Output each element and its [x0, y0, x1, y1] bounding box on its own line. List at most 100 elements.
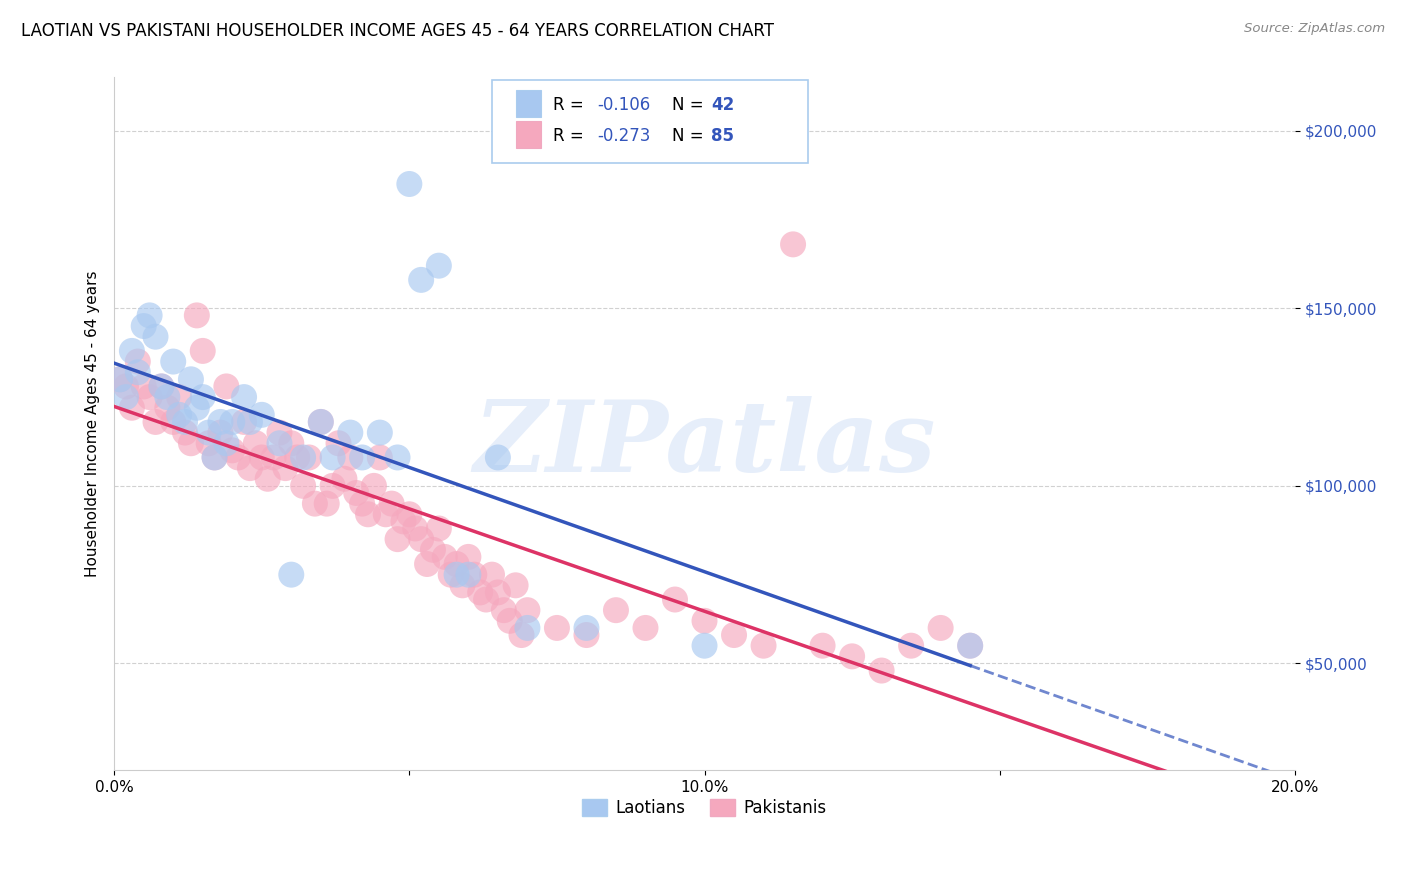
Point [352, 450, 374, 465]
Point [693, 639, 716, 653]
Point [280, 567, 302, 582]
Point [245, 436, 267, 450]
Legend: Laotians, Pakistanis: Laotians, Pakistanis [575, 792, 834, 824]
Point [115, 390, 138, 404]
Point [782, 237, 804, 252]
Text: N =: N = [672, 96, 709, 114]
Point [959, 639, 981, 653]
Point [115, 379, 138, 393]
Text: ZIPatlas: ZIPatlas [474, 396, 936, 492]
Point [516, 621, 538, 635]
Point [398, 177, 420, 191]
Point [486, 450, 509, 465]
Point [546, 621, 568, 635]
Point [150, 379, 173, 393]
Point [481, 567, 503, 582]
Point [309, 415, 332, 429]
Point [292, 450, 315, 465]
Point [162, 354, 184, 368]
Point [605, 603, 627, 617]
Text: R =: R = [553, 128, 589, 145]
Point [510, 628, 533, 642]
Point [322, 450, 344, 465]
Point [368, 450, 391, 465]
Point [363, 479, 385, 493]
Point [457, 549, 479, 564]
Point [174, 425, 197, 440]
Point [463, 567, 485, 582]
Point [150, 379, 173, 393]
Point [398, 508, 420, 522]
Point [499, 614, 522, 628]
Point [752, 639, 775, 653]
Point [368, 425, 391, 440]
Point [274, 461, 297, 475]
Point [446, 557, 468, 571]
Point [516, 603, 538, 617]
Point [108, 372, 131, 386]
Point [411, 273, 433, 287]
Point [304, 497, 326, 511]
Point [505, 578, 527, 592]
Point [127, 354, 149, 368]
Text: 42: 42 [711, 96, 735, 114]
Point [422, 542, 444, 557]
Point [381, 497, 404, 511]
Point [451, 578, 474, 592]
Text: R =: R = [553, 96, 589, 114]
Point [392, 515, 415, 529]
Point [298, 450, 321, 465]
Point [333, 472, 356, 486]
Point [387, 450, 409, 465]
Point [309, 415, 332, 429]
Point [167, 390, 190, 404]
Point [138, 390, 160, 404]
Point [322, 479, 344, 493]
Point [446, 567, 468, 582]
Point [221, 415, 243, 429]
Point [221, 443, 243, 458]
Point [929, 621, 952, 635]
Point [121, 343, 143, 358]
Point [870, 664, 893, 678]
Point [250, 450, 273, 465]
Point [215, 436, 238, 450]
Point [191, 343, 214, 358]
Point [470, 585, 492, 599]
Point [440, 567, 463, 582]
Text: -0.273: -0.273 [598, 128, 651, 145]
Point [280, 436, 302, 450]
Point [811, 639, 834, 653]
Point [411, 532, 433, 546]
Point [475, 592, 498, 607]
Point [186, 309, 208, 323]
Point [693, 614, 716, 628]
Point [233, 390, 256, 404]
Point [344, 486, 367, 500]
Point [374, 508, 396, 522]
Point [233, 415, 256, 429]
Point [209, 415, 232, 429]
Point [328, 436, 350, 450]
Point [186, 401, 208, 415]
Point [292, 479, 315, 493]
Point [204, 450, 226, 465]
Point [127, 365, 149, 379]
Point [132, 319, 155, 334]
Point [433, 549, 456, 564]
Point [352, 497, 374, 511]
Point [121, 401, 143, 415]
Point [263, 450, 285, 465]
Point [339, 425, 361, 440]
Text: -0.106: -0.106 [598, 96, 651, 114]
Point [204, 450, 226, 465]
Point [156, 401, 179, 415]
Point [339, 450, 361, 465]
Point [959, 639, 981, 653]
Point [634, 621, 657, 635]
Point [145, 329, 167, 343]
Point [156, 390, 179, 404]
Point [900, 639, 922, 653]
Point [174, 415, 197, 429]
Point [250, 408, 273, 422]
